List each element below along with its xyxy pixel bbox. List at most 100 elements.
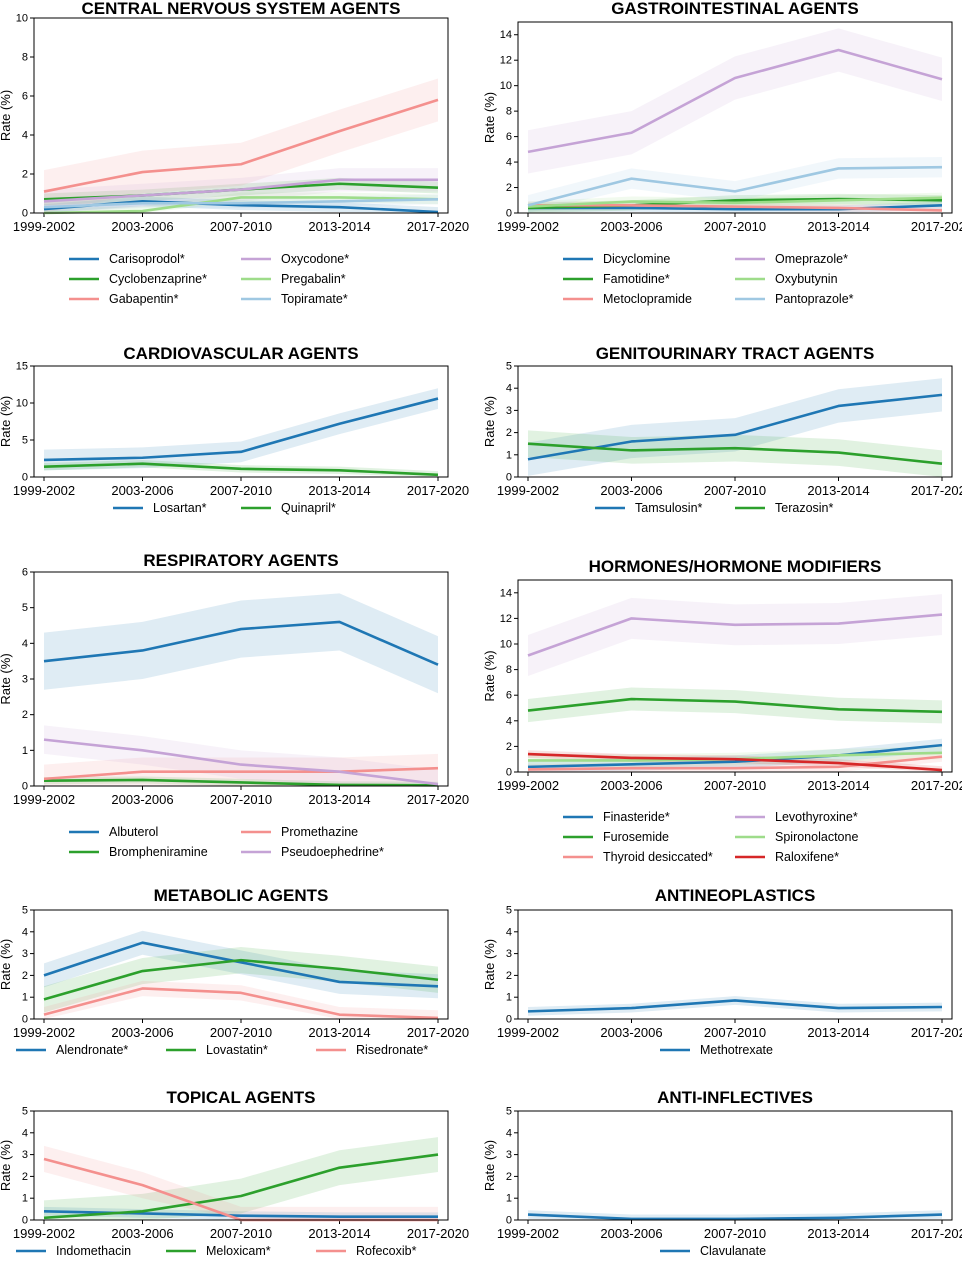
panel-cardiovascular-agents: CARDIOVASCULAR AGENTS Rate (%) 0 5 10 15 1999-… bbox=[0, 344, 469, 515]
series-line-oxycodone bbox=[43, 178, 438, 203]
ci-band-promethazine bbox=[44, 753, 438, 786]
y-tick-label: 2 bbox=[506, 427, 512, 439]
y-tick-label: 0 bbox=[22, 472, 28, 484]
legend-label-cyclobenzaprine: Cyclobenzaprine* bbox=[109, 272, 207, 286]
plot-frame bbox=[517, 21, 953, 214]
y-tick-label: 0 bbox=[506, 1014, 512, 1026]
x-tick-label: 2007-2010 bbox=[210, 219, 272, 234]
series-line-pregabalin bbox=[43, 196, 439, 215]
y-axis-label: Rate (%) bbox=[482, 650, 497, 701]
legend-label-indomethacin: Indomethacin bbox=[56, 1244, 131, 1258]
legend-label-meloxicam: Meloxicam* bbox=[206, 1244, 271, 1258]
ci-band-losartan bbox=[44, 388, 438, 471]
y-tick-label: 14 bbox=[500, 587, 512, 599]
legend: Losartan* Quinapril* bbox=[113, 501, 336, 515]
x-tick-label: 2013-2014 bbox=[308, 219, 370, 234]
legend-label-spironolactone: Spironolactone bbox=[775, 830, 858, 844]
legend: Clavulanate bbox=[660, 1244, 766, 1258]
x-tick-label: 2017-2020 bbox=[911, 219, 962, 234]
legend-label-quinapril: Quinapril* bbox=[281, 501, 336, 515]
y-tick-label: 0 bbox=[506, 208, 512, 220]
x-tick-label: 1999-2002 bbox=[13, 1025, 75, 1040]
x-tick-label: 2003-2006 bbox=[111, 483, 173, 498]
y-tick-label: 10 bbox=[500, 639, 512, 651]
y-tick-label: 3 bbox=[22, 1149, 28, 1161]
x-tick-label: 1999-2002 bbox=[13, 219, 75, 234]
x-tick-label: 1999-2002 bbox=[13, 1226, 75, 1241]
x-tick-label: 2017-2020 bbox=[407, 792, 469, 807]
panel-respiratory-agents: RESPIRATORY AGENTS Rate (%) 0 1 2 3 4 5 6 1999-20… bbox=[0, 551, 469, 859]
legend: Indomethacin Meloxicam* Rofecoxib* bbox=[16, 1244, 417, 1258]
ci-band-levothyroxine bbox=[528, 594, 942, 676]
y-tick-label: 0 bbox=[22, 1215, 28, 1227]
series-line-thyroid-desiccated bbox=[527, 755, 943, 771]
panel-title: TOPICAL AGENTS bbox=[167, 1088, 316, 1107]
ci-band-albuterol bbox=[44, 593, 438, 694]
panel-title: GASTROINTESTINAL AGENTS bbox=[611, 0, 858, 18]
series-line-omeprazole bbox=[527, 48, 943, 154]
y-tick-label: 5 bbox=[506, 905, 512, 917]
legend-label-furosemide: Furosemide bbox=[603, 830, 669, 844]
plot-frame bbox=[33, 17, 449, 214]
x-tick-label: 2003-2006 bbox=[600, 778, 662, 793]
panel-title: HORMONES/HORMONE MODIFIERS bbox=[589, 557, 882, 576]
y-tick-label: 4 bbox=[506, 157, 512, 169]
legend-label-carisoprodol: Carisoprodol* bbox=[109, 252, 185, 266]
legend-label-alendronate: Alendronate* bbox=[56, 1043, 128, 1057]
x-tick-label: 1999-2002 bbox=[497, 483, 559, 498]
ci-band-gabapentin bbox=[44, 78, 438, 213]
y-tick-label: 2 bbox=[506, 970, 512, 982]
y-tick-label: 0 bbox=[506, 767, 512, 779]
y-tick-label: 3 bbox=[506, 948, 512, 960]
legend: Methotrexate bbox=[660, 1043, 773, 1057]
panel-title: METABOLIC AGENTS bbox=[154, 886, 329, 905]
panel-title: GENITOURINARY TRACT AGENTS bbox=[596, 344, 875, 363]
legend: Albuterol Brompheniramine Promethazine Pseu… bbox=[69, 825, 384, 859]
y-tick-label: 3 bbox=[506, 1149, 512, 1161]
y-tick-label: 2 bbox=[22, 709, 28, 721]
x-tick-label: 2017-2020 bbox=[407, 219, 469, 234]
y-tick-label: 0 bbox=[506, 472, 512, 484]
panel-title: CENTRAL NERVOUS SYSTEM AGENTS bbox=[82, 0, 401, 18]
x-tick-label: 2013-2014 bbox=[807, 219, 869, 234]
y-axis-label: Rate (%) bbox=[0, 939, 13, 990]
y-axis-label: Rate (%) bbox=[0, 1140, 13, 1191]
y-tick-label: 3 bbox=[22, 674, 28, 686]
y-tick-label: 4 bbox=[22, 130, 28, 142]
legend: Dicyclomine Famotidine* Metoclopramide Omep… bbox=[563, 252, 854, 306]
y-tick-label: 2 bbox=[22, 1171, 28, 1183]
y-axis-label: Rate (%) bbox=[482, 1140, 497, 1191]
panel-title: RESPIRATORY AGENTS bbox=[143, 551, 338, 570]
x-tick-label: 2013-2014 bbox=[807, 778, 869, 793]
x-tick-label: 2003-2006 bbox=[600, 483, 662, 498]
panel-central-nervous-system-agents: CENTRAL NERVOUS SYSTEM AGENTS Rate (%) 0 2 4… bbox=[0, 0, 469, 306]
ci-band-rofecoxib bbox=[44, 1145, 438, 1220]
legend-label-albuterol: Albuterol bbox=[109, 825, 158, 839]
legend-label-levothyroxine: Levothyroxine* bbox=[775, 810, 858, 824]
x-tick-label: 2007-2010 bbox=[210, 1226, 272, 1241]
x-tick-label: 2017-2020 bbox=[407, 483, 469, 498]
x-tick-label: 2013-2014 bbox=[308, 483, 370, 498]
y-tick-label: 4 bbox=[22, 638, 28, 650]
y-tick-label: 5 bbox=[506, 1106, 512, 1118]
series-line-furosemide bbox=[527, 697, 943, 714]
panel-hormones-hormone-modifiers: HORMONES/HORMONE MODIFIERS Rate (%) 0 2 4 6 8 1… bbox=[482, 557, 962, 864]
y-tick-label: 12 bbox=[500, 613, 512, 625]
x-tick-label: 2007-2010 bbox=[704, 483, 766, 498]
plot-frame bbox=[517, 909, 953, 1020]
y-tick-label: 4 bbox=[22, 1127, 28, 1139]
series-line-pseudoephedrine bbox=[43, 738, 439, 786]
legend-label-tamsulosin: Tamsulosin* bbox=[635, 501, 703, 515]
x-tick-label: 2007-2010 bbox=[704, 778, 766, 793]
y-tick-label: 1 bbox=[22, 745, 28, 757]
x-tick-label: 2013-2014 bbox=[308, 1025, 370, 1040]
y-tick-label: 12 bbox=[500, 55, 512, 67]
legend: Carisoprodol* Cyclobenzaprine* Gabapentin*… bbox=[69, 252, 349, 306]
ci-band-omeprazole bbox=[528, 28, 942, 174]
y-tick-label: 5 bbox=[506, 361, 512, 373]
plot-frame bbox=[517, 1110, 953, 1221]
series-line-losartan bbox=[43, 397, 439, 462]
y-tick-label: 6 bbox=[22, 91, 28, 103]
x-tick-label: 2013-2014 bbox=[308, 792, 370, 807]
y-axis-label: Rate (%) bbox=[0, 396, 13, 447]
